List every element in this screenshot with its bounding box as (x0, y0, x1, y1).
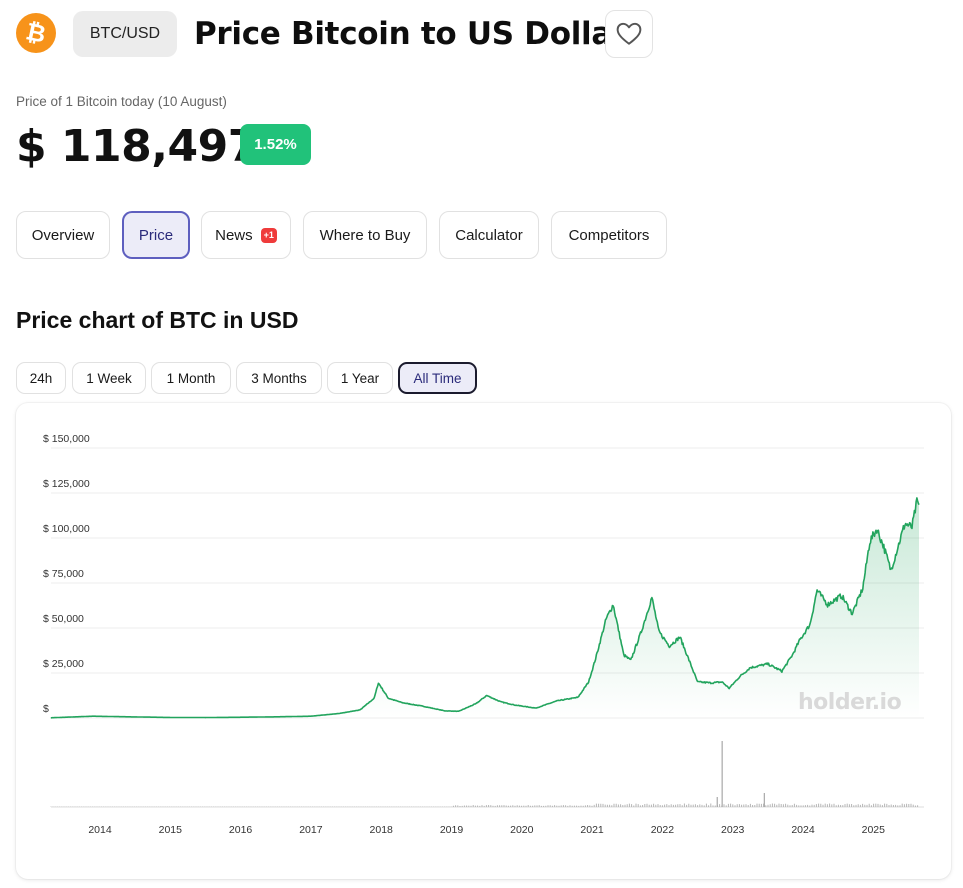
pair-badge[interactable]: BTC/USD (73, 11, 177, 57)
y-tick-label: $ (43, 703, 49, 715)
y-tick-label: $ 25,000 (43, 658, 84, 670)
favorite-button[interactable] (605, 10, 653, 58)
tab-label: Price (138, 226, 174, 244)
x-tick-label: 2018 (370, 824, 394, 836)
price-line (50, 497, 920, 719)
tab-news[interactable]: News +1 (201, 211, 291, 259)
x-tick-label: 2015 (159, 824, 183, 836)
tab-where-to-buy[interactable]: Where to Buy (303, 211, 427, 259)
bitcoin-logo-icon: ₿ (16, 13, 56, 53)
range-label: 1 Week (86, 370, 132, 386)
range-label: All Time (413, 370, 462, 386)
x-tick-label: 2021 (580, 824, 604, 836)
x-tick-label: 2020 (510, 824, 534, 836)
x-tick-label: 2022 (651, 824, 675, 836)
holder-watermark: holder.io (798, 690, 902, 715)
x-tick-label: 2025 (862, 824, 886, 836)
range-label: 3 Months (251, 370, 307, 386)
price-area-fill (50, 497, 920, 718)
volume-bars (50, 803, 919, 807)
x-tick-label: 2017 (299, 824, 323, 836)
page-title: Price Bitcoin to US Dollar (194, 16, 627, 52)
price-chart[interactable]: $ 150,000 $ 125,000 $ 100,000 $ 75,000 $ 50,… (16, 403, 951, 879)
range-1-week-button[interactable]: 1 Week (72, 362, 146, 394)
current-price: $ 118,497 (16, 121, 258, 172)
y-tick-label: $ 75,000 (43, 568, 84, 580)
bitcoin-symbol: ₿ (23, 16, 49, 49)
price-change-badge: 1.52% (240, 124, 311, 165)
price-chart-card: $ 150,000 $ 125,000 $ 100,000 $ 75,000 $ 50,… (16, 403, 951, 879)
x-tick-label: 2016 (229, 824, 253, 836)
y-tick-label: $ 150,000 (43, 433, 90, 445)
range-3-months-button[interactable]: 3 Months (236, 362, 322, 394)
range-label: 1 Month (166, 370, 216, 386)
news-count-badge: +1 (260, 227, 277, 243)
tab-calculator[interactable]: Calculator (439, 211, 539, 259)
x-tick-label: 2019 (440, 824, 464, 836)
tab-label: Competitors (568, 226, 650, 244)
price-caption: Price of 1 Bitcoin today (10 August) (16, 94, 227, 109)
tab-competitors[interactable]: Competitors (551, 211, 667, 259)
range-all-time-button[interactable]: All Time (398, 362, 477, 394)
tab-overview[interactable]: Overview (16, 211, 110, 259)
x-tick-label: 2023 (721, 824, 745, 836)
y-tick-label: $ 125,000 (43, 478, 90, 490)
tab-label: News (215, 226, 253, 244)
x-tick-label: 2014 (88, 824, 112, 836)
tab-label: Calculator (455, 226, 523, 244)
tab-price[interactable]: Price (122, 211, 190, 259)
range-label: 24h (29, 370, 53, 386)
tab-label: Where to Buy (319, 226, 411, 244)
heart-outline-icon (616, 22, 642, 45)
tab-label: Overview (31, 226, 95, 244)
range-24h-button[interactable]: 24h (16, 362, 66, 394)
y-tick-label: $ 100,000 (43, 523, 90, 535)
range-label: 1 Year (340, 370, 380, 386)
x-tick-label: 2024 (791, 824, 815, 836)
y-tick-label: $ 50,000 (43, 613, 84, 625)
range-1-year-button[interactable]: 1 Year (327, 362, 393, 394)
range-1-month-button[interactable]: 1 Month (151, 362, 231, 394)
chart-section-title: Price chart of BTC in USD (16, 307, 299, 333)
